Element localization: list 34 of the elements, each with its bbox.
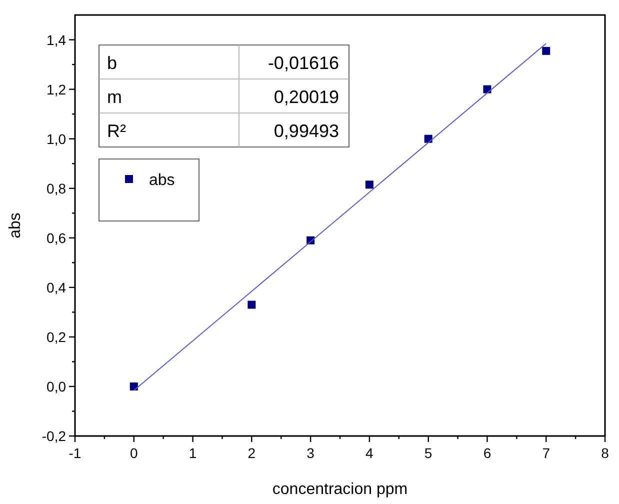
x-tick-label: 4 bbox=[366, 445, 374, 461]
y-tick-label: 1,2 bbox=[46, 81, 66, 98]
legend-label: abs bbox=[149, 172, 175, 189]
annotation: 0,99493 bbox=[274, 121, 339, 141]
x-tick-label: 3 bbox=[306, 445, 315, 461]
annotation: R² bbox=[107, 121, 126, 141]
x-tick-label: 0 bbox=[130, 445, 138, 461]
annotation: -0,01616 bbox=[268, 53, 339, 73]
y-tick-label: 0,2 bbox=[46, 328, 66, 345]
point bbox=[483, 85, 492, 94]
y-tick-label: 1,4 bbox=[46, 32, 66, 48]
y-tick-label: -0,2 bbox=[42, 428, 66, 444]
point bbox=[424, 134, 432, 143]
x-tick-label: 5 bbox=[424, 445, 432, 461]
point bbox=[365, 180, 374, 189]
x-tick-label: 2 bbox=[248, 445, 256, 461]
x-tick-label: 6 bbox=[483, 445, 492, 461]
y-tick-label: 0,6 bbox=[46, 230, 66, 246]
x-axis-title: concentracion ppm bbox=[272, 481, 408, 498]
point bbox=[130, 382, 138, 390]
annotation: m bbox=[107, 87, 122, 107]
y-tick-label: 0,0 bbox=[46, 378, 66, 394]
annotation: b bbox=[107, 53, 118, 73]
point bbox=[542, 46, 550, 55]
y-tick-label: 1,0 bbox=[46, 130, 66, 147]
x-tick-label: 1 bbox=[188, 445, 197, 461]
x-tick-label: 7 bbox=[542, 445, 550, 461]
point bbox=[248, 300, 256, 309]
y-tick-label: 0,4 bbox=[46, 279, 66, 296]
x-tick-label: 8 bbox=[601, 445, 610, 461]
x-tick-label: -1 bbox=[68, 445, 82, 461]
y-tick-label: 0,8 bbox=[46, 180, 66, 196]
annotation: 0,20019 bbox=[274, 87, 339, 107]
y-axis-title: abs bbox=[7, 212, 24, 238]
